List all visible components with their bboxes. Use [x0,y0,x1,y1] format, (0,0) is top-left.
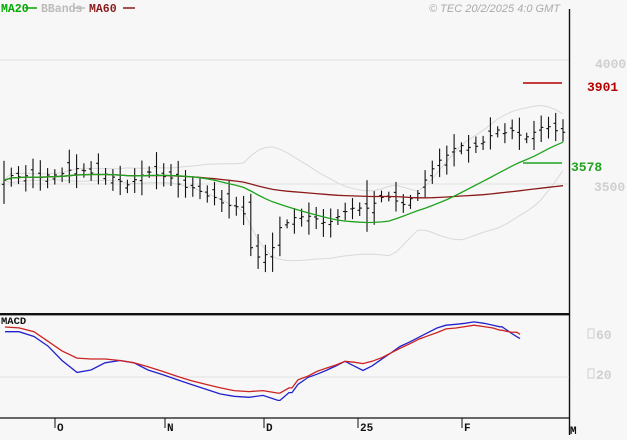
svg-text:20: 20 [596,368,612,383]
svg-text:MA20: MA20 [1,3,29,16]
svg-text:3578: 3578 [571,160,602,175]
svg-text:4000: 4000 [595,57,626,72]
svg-text:60: 60 [596,328,612,343]
svg-text:F: F [464,423,471,435]
svg-text:3901: 3901 [587,80,618,95]
svg-text:BBands: BBands [41,3,83,16]
svg-text:O: O [57,423,64,435]
svg-text:N: N [167,423,174,435]
svg-text:D: D [266,423,273,435]
svg-text:MACD: MACD [1,316,26,328]
svg-text:MA60: MA60 [89,3,117,16]
svg-text:25: 25 [360,423,374,435]
svg-text:3500: 3500 [594,180,625,195]
svg-text:© TEC 20/2/2025 4:0 GMT: © TEC 20/2/2025 4:0 GMT [429,3,561,15]
svg-text:M: M [570,426,577,438]
